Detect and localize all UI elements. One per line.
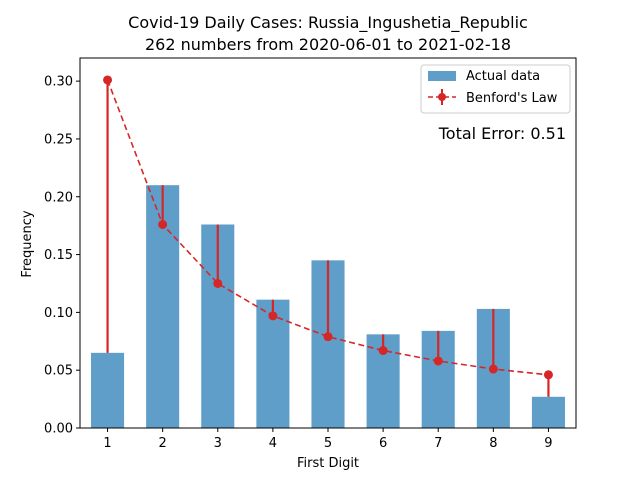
bar-1: [91, 352, 125, 428]
bar-9: [531, 396, 565, 428]
chart-title-line-1: Covid-19 Daily Cases: Russia_Ingushetia_…: [128, 13, 528, 33]
x-tick-label: 7: [434, 436, 442, 451]
y-tick-label: 0.10: [44, 306, 73, 321]
x-tick-label: 2: [159, 436, 167, 451]
x-tick-label: 6: [379, 436, 387, 451]
benford-point-5: [323, 332, 333, 342]
x-tick-label: 9: [544, 436, 552, 451]
x-tick-label: 1: [103, 436, 111, 451]
legend-label-benford: Benford's Law: [466, 91, 558, 106]
y-tick-label: 0.00: [44, 422, 73, 437]
legend-bar-swatch: [428, 71, 456, 81]
y-axis-label: Frequency: [20, 210, 35, 277]
plot-area: 0.00 0.05 0.10 0.15 0.20 0.25 0.30 1 2 3 4 5 6 7 8 9: [44, 57, 577, 451]
y-tick-label: 0.25: [44, 132, 73, 147]
legend: Actual data Benford's Law: [420, 64, 571, 114]
benford-point-4: [268, 311, 278, 321]
benford-point-6: [378, 346, 388, 356]
legend-frame: [420, 64, 571, 114]
x-tick-label: 8: [489, 436, 497, 451]
benford-series-line: [106, 79, 549, 376]
x-tick-label: 5: [324, 436, 332, 451]
y-tick-label: 0.15: [44, 248, 73, 263]
benford-point-3: [213, 278, 223, 288]
y-tick-label: 0.30: [44, 75, 73, 90]
x-tick-label: 3: [214, 436, 222, 451]
total-error-annotation: Total Error: 0.51: [438, 124, 566, 143]
legend-label-actual: Actual data: [466, 69, 540, 84]
benford-point-1: [103, 75, 113, 85]
benford-point-9: [543, 370, 553, 380]
y-tick-label: 0.05: [44, 364, 73, 379]
chart-title-line-2: 262 numbers from 2020-06-01 to 2021-02-1…: [145, 35, 511, 54]
x-axis-label: First Digit: [297, 456, 359, 471]
x-tick-label: 4: [269, 436, 277, 451]
legend-line-marker: [438, 93, 446, 101]
benford-point-2: [158, 220, 168, 229]
bar-4: [256, 299, 290, 428]
benford-point-8: [488, 364, 498, 374]
benford-point-7: [433, 356, 443, 366]
y-tick-label: 0.20: [44, 190, 73, 205]
